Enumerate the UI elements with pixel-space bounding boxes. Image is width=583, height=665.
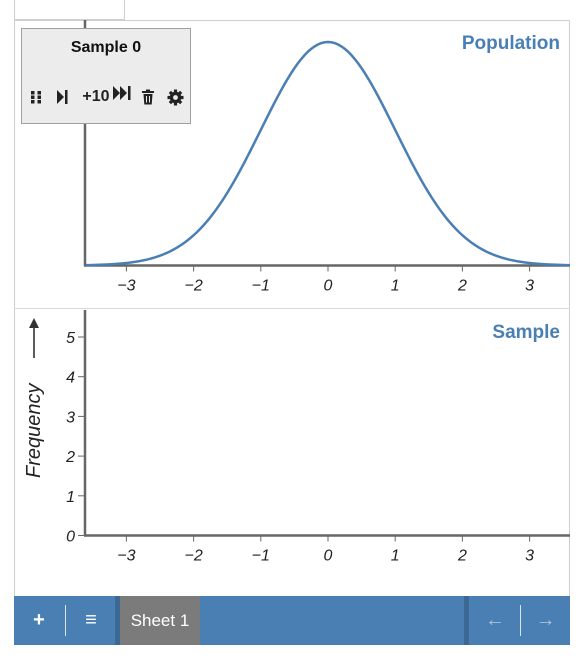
next-sheet-button[interactable]: → <box>535 609 556 631</box>
x-tick-label: 3 <box>525 278 534 295</box>
frequency-axis-label-group: Frequency <box>23 318 45 478</box>
population-density-curve <box>86 40 570 267</box>
sheet-tab[interactable]: Sheet 1 <box>120 596 200 645</box>
population-title: Population <box>462 33 560 54</box>
y-tick-label: 1 <box>66 489 75 506</box>
bottom-bar-separator <box>65 605 66 636</box>
previous-sheet-button[interactable]: ← <box>485 609 505 631</box>
x-tick-label: −1 <box>252 278 270 295</box>
y-tick-label: 5 <box>66 330 75 347</box>
population-x-ticks: −3 −2 −1 0 1 2 3 <box>117 265 534 295</box>
x-tick-label: 2 <box>457 278 467 295</box>
fast-forward-icon <box>112 86 131 100</box>
frequency-arrowhead-icon <box>29 318 39 328</box>
add-10-label: +10 <box>82 88 110 105</box>
sample-y-ticks: 0 1 2 3 4 5 <box>65 330 85 546</box>
x-tick-label: −2 <box>184 278 202 295</box>
trash-icon[interactable] <box>140 85 156 109</box>
plots-svg: Population −3 −2 −1 0 1 2 3 Sample −3 −2 −1 0 1 2 3 … <box>14 20 570 565</box>
bottom-bar: + ≡ Sheet 1 ← → <box>14 596 570 645</box>
app-frame <box>14 20 570 645</box>
y-tick-label: 3 <box>66 409 75 426</box>
menu-button[interactable]: ≡ <box>85 609 97 631</box>
x-tick-label: −2 <box>184 548 202 565</box>
frequency-axis-label: Frequency <box>23 383 45 478</box>
y-tick-label: 2 <box>65 449 75 466</box>
x-tick-label: −1 <box>252 548 270 565</box>
add-10-button[interactable]: +10 <box>78 85 138 109</box>
sample-title: Sample <box>492 322 560 343</box>
sample-panel: Sample −3 −2 −1 0 1 2 3 0 1 2 3 4 5 Frequency <box>23 310 570 565</box>
drag-handle-icon[interactable] <box>28 85 44 109</box>
plots-area: Population −3 −2 −1 0 1 2 3 Sample −3 −2 −1 0 1 2 3 … <box>14 20 570 596</box>
bottom-bar-edge-left <box>115 596 120 645</box>
y-tick-label: 0 <box>66 529 75 546</box>
y-tick-label: 4 <box>66 370 75 387</box>
bottom-bar-edge-right <box>464 596 469 645</box>
sample-x-ticks: −3 −2 −1 0 1 2 3 <box>117 535 534 565</box>
sample-count-title: Sample 0 <box>70 39 142 56</box>
x-tick-label: 0 <box>324 548 333 565</box>
bottom-bar-separator-2 <box>520 605 521 636</box>
top-tab-stub <box>14 0 125 20</box>
x-tick-label: 1 <box>391 548 400 565</box>
gear-icon[interactable] <box>166 85 184 109</box>
x-tick-label: −3 <box>117 548 135 565</box>
x-tick-label: 0 <box>324 278 333 295</box>
x-tick-label: −3 <box>117 278 135 295</box>
x-tick-label: 2 <box>457 548 467 565</box>
step-forward-icon[interactable] <box>54 85 70 109</box>
population-panel: Population −3 −2 −1 0 1 2 3 <box>83 20 570 295</box>
x-tick-label: 1 <box>391 278 400 295</box>
x-tick-label: 3 <box>525 548 534 565</box>
sample-control-card: Sample 0 +10 <box>21 28 191 124</box>
add-sheet-button[interactable]: + <box>33 609 45 631</box>
